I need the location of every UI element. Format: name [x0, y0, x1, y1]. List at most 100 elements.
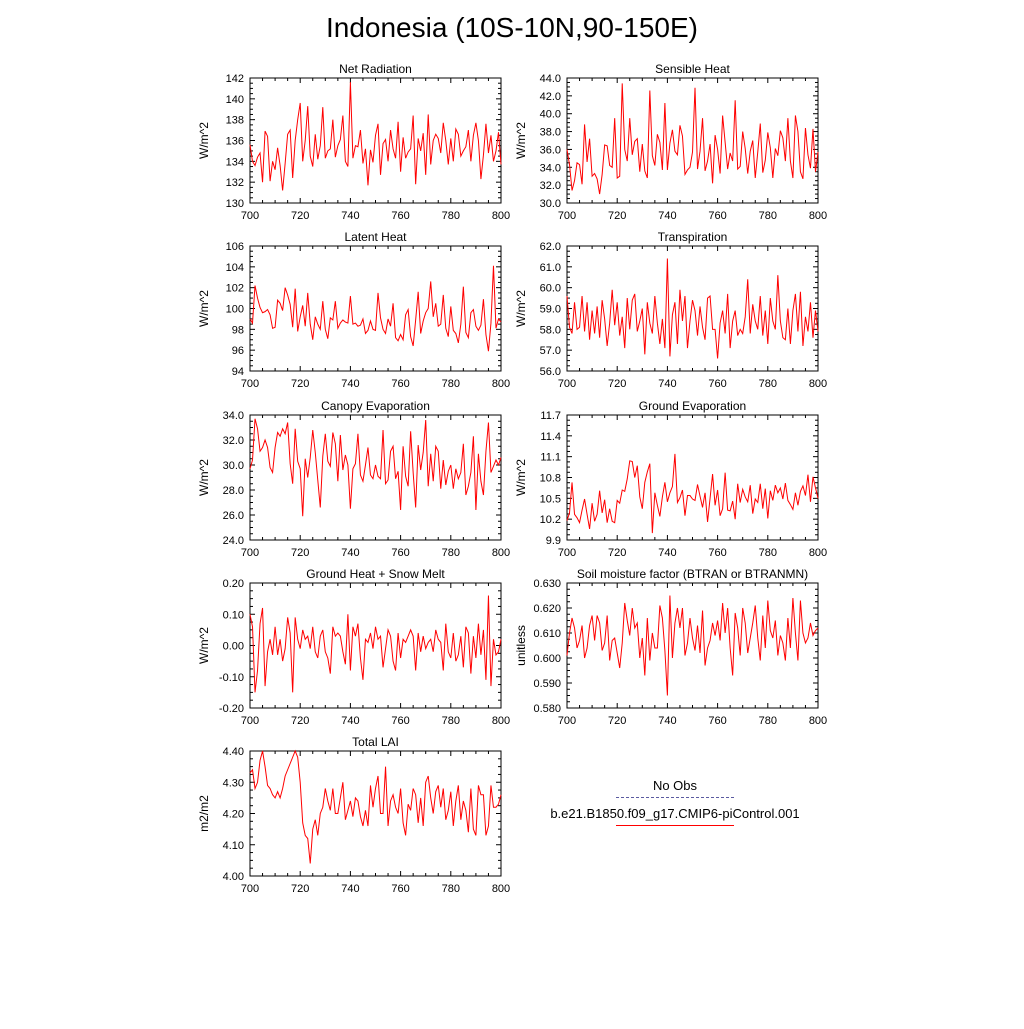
panel-9-ytick-label: 4.30: [223, 777, 244, 789]
panel-4-xtick-label: 740: [658, 378, 676, 390]
panel-6-ytick-label: 11.4: [540, 431, 561, 443]
panel-6-xtick-label: 720: [608, 547, 626, 559]
panel-2-title: Sensible Heat: [655, 62, 730, 76]
panel-7-title: Ground Heat + Snow Melt: [306, 567, 445, 581]
page-title: Indonesia (10S-10N,90-150E): [325, 12, 698, 43]
panel-2-xtick-label: 700: [558, 210, 576, 222]
panel-7-series-line: [249, 595, 502, 693]
panel-9-ytick-label: 4.00: [223, 871, 244, 883]
panel-5-xtick-label: 700: [241, 547, 259, 559]
panel-1-ylabel: W/m^2: [197, 122, 211, 159]
panel-1-ytick-label: 134: [226, 156, 244, 168]
panel-6-xtick-label: 800: [809, 547, 827, 559]
panel-1-ytick-label: 130: [226, 198, 244, 210]
panel-1-ytick-label: 140: [226, 94, 244, 106]
panel-7-ytick-label: -0.10: [219, 672, 244, 684]
panel-1-xtick-label: 740: [341, 210, 359, 222]
panel-9-series-line: [249, 749, 502, 864]
panel-9-title: Total LAI: [352, 735, 399, 749]
panel-8-series-line: [566, 595, 819, 696]
panel-3-ytick-label: 94: [232, 366, 244, 378]
panel-4-ytick-label: 56.0: [540, 366, 561, 378]
panel-3-xtick-label: 760: [391, 378, 409, 390]
panel-4-frame: [566, 245, 819, 372]
panel-4-xtick-label: 760: [708, 378, 726, 390]
legend-obs-swatch: [616, 797, 734, 798]
panel-4-ytick-label: 61.0: [540, 262, 561, 274]
panel-5-frame: [249, 414, 502, 541]
panel-2-xtick-label: 800: [809, 210, 827, 222]
panel-4-xtick-label: 700: [558, 378, 576, 390]
panel-6-frame: [566, 414, 819, 541]
panel-5-title: Canopy Evaporation: [321, 399, 430, 413]
panel-3-ytick-label: 98: [232, 324, 244, 336]
panel-8: Soil moisture factor (BTRAN or BTRANMN) u…: [514, 567, 827, 727]
panel-2: Sensible Heat W/m^2 700 720 740 760 780 800 30.0…: [514, 62, 827, 222]
panel-3-xtick-label: 700: [241, 378, 259, 390]
panel-3-ytick-label: 104: [226, 262, 244, 274]
panel-5-ylabel: W/m^2: [197, 459, 211, 496]
panel-1-ytick-label: 136: [226, 136, 244, 148]
panel-1-xtick-label: 780: [442, 210, 460, 222]
panel-2-xtick-label: 760: [708, 210, 726, 222]
panel-7-xtick-label: 760: [391, 715, 409, 727]
panel-1-xtick-label: 720: [291, 210, 309, 222]
panel-3: Latent Heat W/m^2 700 720 740 760 780 800 94 96 98…: [197, 230, 510, 390]
panel-4-ylabel: W/m^2: [514, 290, 528, 327]
panel-4-ytick-label: 62.0: [540, 241, 561, 253]
panel-5-ytick-label: 26.0: [223, 510, 244, 522]
panel-6-ytick-label: 10.5: [540, 493, 561, 505]
panel-6-series-line: [566, 453, 819, 534]
panel-3-xtick-label: 720: [291, 378, 309, 390]
panel-8-xtick-label: 760: [708, 715, 726, 727]
panel-7-xtick-label: 700: [241, 715, 259, 727]
legend-obs-label: No Obs: [652, 778, 698, 793]
panel-5-ytick-label: 30.0: [223, 460, 244, 472]
panel-3-xtick-label: 740: [341, 378, 359, 390]
panel-8-xtick-label: 720: [608, 715, 626, 727]
panel-5-xtick-label: 800: [492, 547, 510, 559]
panel-2-xtick-label: 740: [658, 210, 676, 222]
panel-8-ytick-label: 0.610: [533, 628, 561, 640]
panel-3-ytick-label: 100: [226, 304, 244, 316]
panel-6-xtick-label: 760: [708, 547, 726, 559]
panel-9-ytick-label: 4.40: [223, 746, 244, 758]
panel-5-xtick-label: 740: [341, 547, 359, 559]
panel-2-ytick-label: 36.0: [540, 144, 561, 156]
panel-2-xtick-label: 720: [608, 210, 626, 222]
panel-2-series-line: [566, 83, 819, 195]
panel-7: Ground Heat + Snow Melt W/m^2 700 720 740 760…: [197, 567, 510, 727]
panel-6-xtick-label: 700: [558, 547, 576, 559]
panel-2-ytick-label: 42.0: [540, 91, 561, 103]
panel-3-xtick-label: 780: [442, 378, 460, 390]
panel-7-xtick-label: 740: [341, 715, 359, 727]
panel-4-xtick-label: 780: [759, 378, 777, 390]
panel-9-xtick-label: 700: [241, 883, 259, 895]
legend: No Obs b.e21.B1850.f09_g17.CMIP6-piContr…: [530, 778, 820, 834]
panel-8-ytick-label: 0.630: [533, 578, 561, 590]
panel-8-ytick-label: 0.620: [533, 603, 561, 615]
panel-6-xtick-label: 740: [658, 547, 676, 559]
panel-3-ytick-label: 106: [226, 241, 244, 253]
panel-3-xtick-label: 800: [492, 378, 510, 390]
panel-9-ytick-label: 4.10: [223, 840, 244, 852]
panel-5-xtick-label: 780: [442, 547, 460, 559]
panel-4-series-line: [566, 258, 819, 359]
panel-2-ytick-label: 32.0: [540, 180, 561, 192]
panel-8-ytick-label: 0.590: [533, 678, 561, 690]
panel-1-title: Net Radiation: [339, 62, 412, 76]
panel-8-xtick-label: 700: [558, 715, 576, 727]
panel-2-ytick-label: 34.0: [540, 162, 561, 174]
panel-3-frame: [249, 245, 502, 372]
panel-3-ytick-label: 102: [226, 283, 244, 295]
panel-3-ytick-label: 96: [232, 345, 244, 357]
legend-model-label: b.e21.B1850.f09_g17.CMIP6-piControl.001: [550, 806, 800, 821]
panel-6: Ground Evaporation W/m^2 700 720 740 760 780 80…: [514, 399, 827, 559]
panel-4-ytick-label: 57.0: [540, 345, 561, 357]
panel-1-xtick-label: 700: [241, 210, 259, 222]
panel-1-ytick-label: 142: [226, 73, 244, 85]
panel-5-xtick-label: 760: [391, 547, 409, 559]
panel-4-xtick-label: 800: [809, 378, 827, 390]
